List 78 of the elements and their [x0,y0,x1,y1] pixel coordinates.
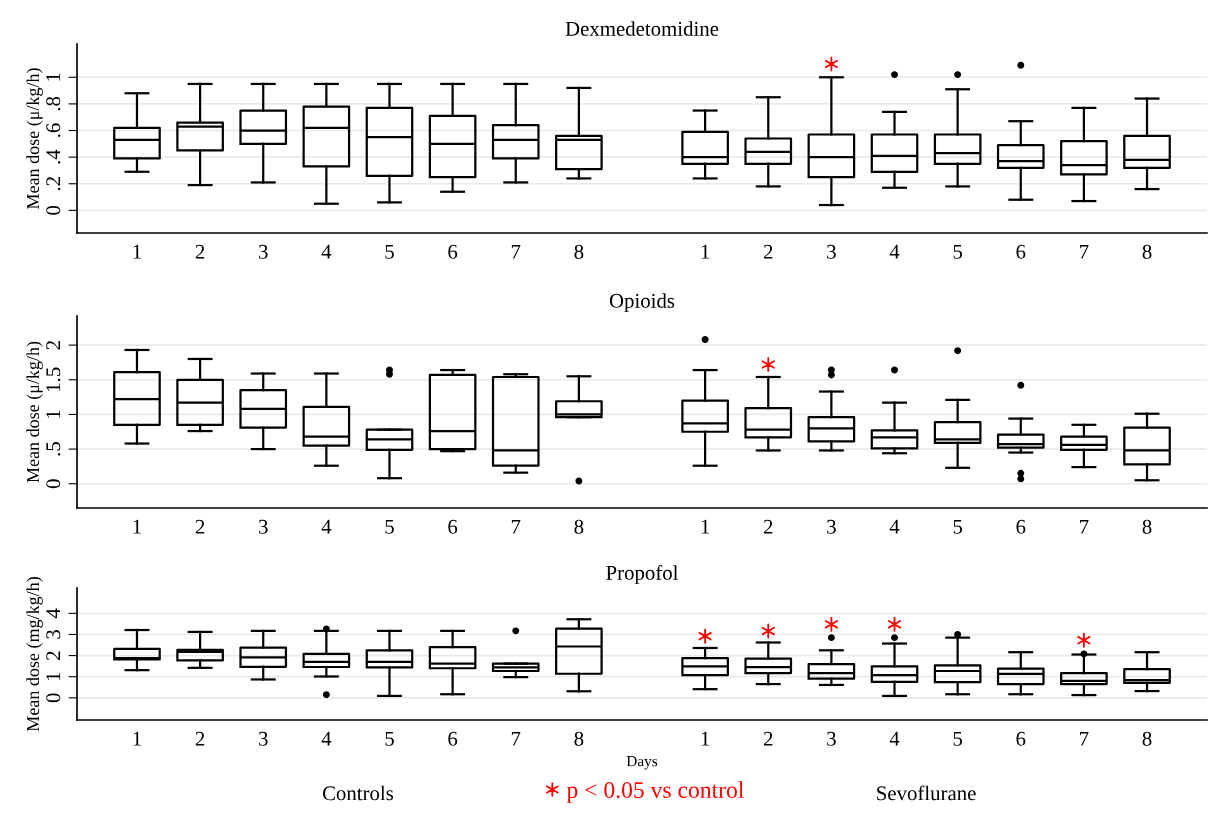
y-tick-label: 2 [46,341,61,350]
y-axis-title: Mean dose (μ/kg/h) [26,68,43,210]
x-tick-label: 1 [133,244,141,259]
text: Sevoflurane [877,785,976,801]
x-tick-label: 6 [448,519,458,534]
x-tick-label: 4 [321,731,332,746]
x-tick-label: 5 [385,519,394,534]
x-tick-label: 1 [133,519,141,534]
y-tick-label: 0 [46,479,61,489]
x-tick-label: 7 [511,519,521,534]
y-axis-title: Mean dose (μ/kg/h) [26,341,43,483]
y-tick-label: 1 [46,410,61,418]
x-tick-label: 5 [385,244,394,259]
x-tick-label: 4 [889,519,900,534]
x-tick-label: 3 [827,519,836,534]
y-tick-label: 3 [46,630,61,639]
x-tick-label: 6 [448,731,458,746]
y-tick-label: 0 [46,693,61,703]
x-tick-label: 2 [763,244,773,259]
x-tick-label: 8 [574,244,584,259]
x-tick-label: 2 [195,731,205,746]
y-tick-label: 1 [46,73,61,81]
x-tick-label: 7 [1080,244,1089,259]
x-tick-label: 6 [1016,519,1026,534]
x-tick-label: 3 [259,519,268,534]
y-tick-label: .6 [46,123,61,137]
x-tick-label: 8 [1142,519,1152,534]
point [824,616,838,632]
y-tick-label: 0 [46,205,61,215]
point [698,628,712,644]
chart-title: Opioids [609,293,675,313]
x-tick-label: 2 [195,244,205,259]
chart-title: Dexmedetomidine [565,21,719,36]
legend-label: p < 0.05 vs control [566,781,744,803]
x-tick-label: 8 [1142,244,1152,259]
x-tick-label: 7 [1080,519,1089,534]
x-tick-label: 4 [889,731,900,746]
x-tick-label: 1 [701,731,710,746]
y-tick-label: 1.5 [46,367,61,391]
x-tick-label: 8 [574,731,584,746]
x-tick-label: 3 [259,244,268,259]
x-tick-label: 4 [321,244,332,259]
x-tick-label: 3 [827,244,836,259]
x-tick-label: 7 [511,731,521,746]
y-tick-label: .8 [46,96,61,111]
x-tick-label: 7 [1080,731,1089,746]
y-tick-label: 2 [46,651,61,660]
x-tick-label: 2 [195,519,205,534]
y-tick-label: 4 [46,608,61,619]
y-tick-label: .5 [46,442,61,456]
point [1077,632,1091,648]
x-tick-label: 2 [763,519,773,534]
x-axis-title: Days [626,756,658,770]
x-tick-label: 4 [321,519,332,534]
point [761,623,775,639]
x-tick-label: 8 [574,519,584,534]
x-tick-label: 5 [953,731,963,746]
x-tick-label: 1 [701,244,710,259]
x-tick-label: 3 [259,731,268,746]
x-tick-label: 4 [889,244,900,259]
x-tick-label: 1 [701,519,710,534]
chart-title: Propofol [606,565,679,585]
text: Controls [322,785,394,801]
y-tick-label: .2 [46,177,61,191]
x-tick-label: 2 [763,731,773,746]
x-tick-label: 5 [953,244,963,259]
x-tick-label: 6 [448,244,458,259]
y-tick-label: 1 [46,672,61,681]
x-tick-label: 5 [953,519,963,534]
x-tick-label: 5 [385,731,394,746]
y-axis-title: Mean dose (mg/kg/h) [26,577,43,732]
x-tick-label: 6 [1016,731,1026,746]
x-tick-label: 7 [511,244,521,259]
x-tick-label: 1 [133,731,141,746]
x-tick-label: 3 [827,731,836,746]
y-tick-label: .4 [46,149,61,164]
x-tick-label: 6 [1016,244,1026,259]
x-tick-label: 8 [1142,731,1152,746]
